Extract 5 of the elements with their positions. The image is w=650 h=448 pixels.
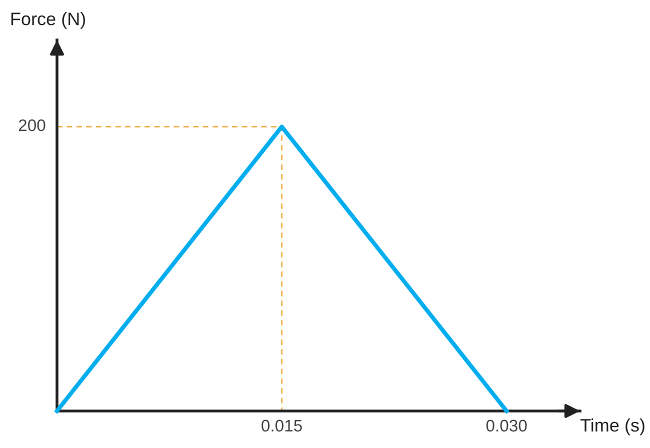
x-tick-label: 0.015 xyxy=(262,420,302,432)
text: Force (N) xyxy=(11,12,86,29)
x-tick-label: 0.030 xyxy=(486,420,527,432)
x-axis-title: Time (s) xyxy=(580,418,644,436)
annotation: 200 xyxy=(18,119,46,132)
